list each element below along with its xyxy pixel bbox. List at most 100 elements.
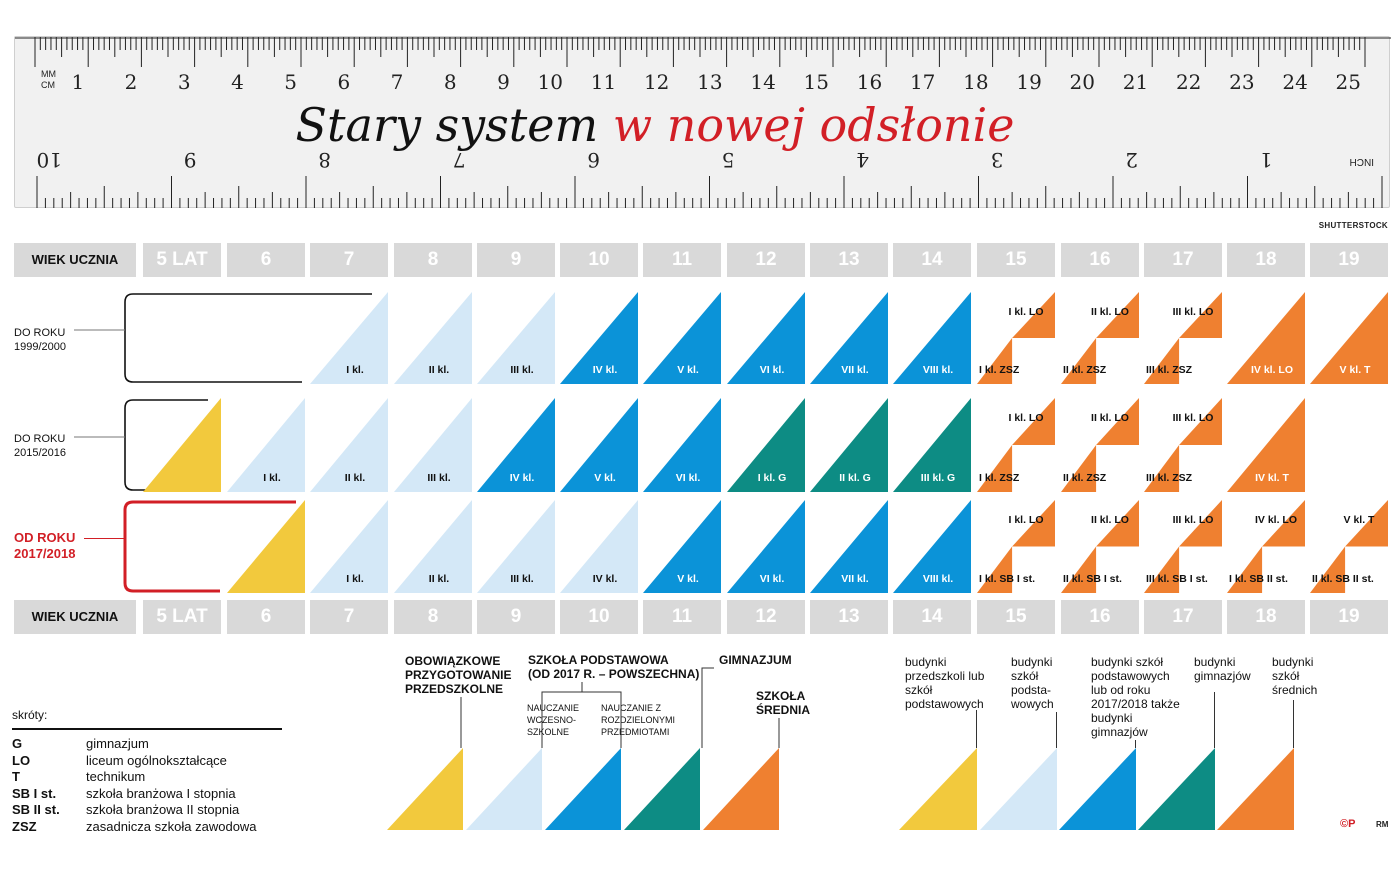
- ruler-cm-number: 24: [1282, 70, 1307, 94]
- legend-building-secondary: budynki szkół średnich: [1272, 655, 1318, 697]
- grade-label: II kl.: [428, 573, 450, 585]
- grade-triangle: [227, 398, 305, 492]
- grade-label-lower: I kl. ZSZ: [979, 364, 1020, 376]
- legend-building-preschool: budynki przedszkoli lub szkół podstawowy…: [905, 655, 985, 711]
- ruler-cm-number: 15: [804, 70, 829, 94]
- age-header-cell: 17: [1144, 243, 1222, 277]
- abbreviation-value: zasadnicza szkoła zawodowa: [86, 818, 257, 834]
- ruler-inch-number: 8: [318, 148, 331, 172]
- ruler-inch-number: 3: [991, 148, 1004, 172]
- grade-triangle: [1227, 292, 1305, 384]
- age-header-cell: 11: [643, 243, 721, 277]
- ruler-cm-number: 16: [857, 70, 882, 94]
- legend-primary-bracket: [541, 691, 622, 744]
- grade-label-lower: II kl. SB II st.: [1312, 573, 1374, 585]
- grade-label-upper: II kl. LO: [1091, 412, 1129, 424]
- ruler-cm-number: 5: [284, 70, 297, 94]
- row-label-line2: 2017/2018: [14, 546, 76, 561]
- ruler-cm-number: 13: [697, 70, 722, 94]
- grade-label: VIII kl.: [922, 364, 954, 376]
- ruler-unit-cm: CM: [41, 80, 55, 90]
- grade-label-upper: IV kl. LO: [1254, 514, 1297, 526]
- grade-triangle: [727, 500, 805, 593]
- grade-triangle: [643, 292, 721, 384]
- ruler-inch-number: 2: [1125, 148, 1138, 172]
- grade-label: IV kl.: [509, 472, 535, 484]
- ruler-cm-number: 21: [1123, 70, 1148, 94]
- grade-label-lower: III kl. ZSZ: [1146, 472, 1193, 484]
- grade-triangle-lower: [1061, 445, 1097, 492]
- abbreviation-value: gimnazjum: [86, 736, 149, 751]
- grade-label-upper: II kl. LO: [1091, 514, 1129, 526]
- row-label-line1: DO ROKU: [14, 433, 66, 445]
- abbreviations-title: skróty:: [12, 708, 48, 722]
- grade-triangle-lower: [1144, 445, 1180, 492]
- age-header-cell: 14: [893, 243, 971, 277]
- ruler-inch-number: 10: [37, 148, 62, 172]
- grade-label: II kl.: [428, 364, 450, 376]
- grade-label: VII kl.: [841, 573, 869, 585]
- grade-label: V kl.: [677, 573, 699, 585]
- grade-triangle: [477, 398, 555, 492]
- abbreviation-value: szkoła branżowa I stopnia: [86, 785, 236, 801]
- abbreviation-key: ZSZ: [12, 818, 37, 834]
- age-header-cell: 19: [1310, 600, 1388, 634]
- grade-label-lower: III kl. SB I st.: [1146, 573, 1208, 585]
- legend-type-triangle: [466, 748, 542, 830]
- legend-gimnazjum-label: GIMNAZJUM: [719, 653, 792, 667]
- grade-triangle: [1227, 398, 1305, 492]
- age-header-cell: 12: [727, 243, 805, 277]
- age-header-cell: 10: [560, 600, 638, 634]
- grade-label-lower: III kl. ZSZ: [1146, 364, 1193, 376]
- legend-primary-sub: (OD 2017 R. – POWSZECHNA): [528, 667, 700, 681]
- grade-triangle-upper: [1096, 292, 1139, 338]
- grade-triangle-lower: [1061, 546, 1097, 593]
- grade-triangle-upper: [1012, 398, 1055, 445]
- row-label: DO ROKU 2015/2016: [14, 432, 66, 460]
- grade-triangle-lower: [1144, 338, 1180, 384]
- age-header-cell: 9: [477, 600, 555, 634]
- age-header-cell: 14: [893, 600, 971, 634]
- ruler-cm-number: 14: [750, 70, 775, 94]
- grade-label: III kl.: [510, 573, 534, 585]
- grade-label-upper: II kl. LO: [1091, 306, 1129, 318]
- legend-building-gimnazjum: budynki gimnazjów: [1194, 655, 1251, 683]
- grade-label: IV kl. LO: [1250, 364, 1293, 376]
- grade-triangle-upper: [1012, 292, 1055, 338]
- grade-triangle: [893, 292, 971, 384]
- grade-label: I kl.: [346, 573, 364, 585]
- author-initials: RM: [1376, 820, 1389, 829]
- ruler-cm-number: 20: [1070, 70, 1095, 94]
- grade-triangle: [227, 500, 305, 593]
- grade-label: IV kl. T: [1255, 472, 1289, 484]
- age-header-cell: 13: [810, 600, 888, 634]
- grade-label: I kl. G: [757, 472, 787, 484]
- ruler-cm-number: 10: [538, 70, 563, 94]
- grade-triangle: [893, 398, 971, 492]
- age-header-cell: 6: [227, 600, 305, 634]
- row-label-line2: 1999/2000: [14, 341, 66, 353]
- grade-triangle-lower: [977, 338, 1013, 384]
- age-header-cell: 15: [977, 600, 1055, 634]
- grade-triangle: [643, 500, 721, 593]
- abbreviation-value: liceum ogólnokształcące: [86, 752, 227, 768]
- legend-primary-label: SZKOŁA PODSTAWOWA: [528, 653, 669, 667]
- legend-type-triangle: [545, 748, 621, 830]
- grade-label-upper: I kl. LO: [1008, 412, 1044, 424]
- ruler-cm-number: 8: [444, 70, 457, 94]
- ruler-cm-number: 23: [1229, 70, 1254, 94]
- grade-triangle: [1310, 292, 1388, 384]
- ruler-cm-number: 9: [497, 70, 510, 94]
- title-part-black: Stary system: [295, 98, 599, 152]
- age-header-cell: 12: [727, 600, 805, 634]
- legend-building-primary: budynki szkół podsta- wowych: [1011, 655, 1054, 711]
- grade-label: III kl.: [510, 364, 534, 376]
- abbreviation-key: G: [12, 736, 23, 751]
- grade-label-upper: III kl. LO: [1172, 514, 1214, 526]
- abbreviation-value: szkoła branżowa II stopnia: [86, 802, 240, 817]
- age-header-cell: 19: [1310, 243, 1388, 277]
- age-header-label: WIEK UCZNIA: [14, 243, 136, 277]
- grade-triangle: [310, 500, 388, 593]
- grade-triangle-upper: [1096, 398, 1139, 445]
- abbreviation-key: T: [12, 769, 20, 784]
